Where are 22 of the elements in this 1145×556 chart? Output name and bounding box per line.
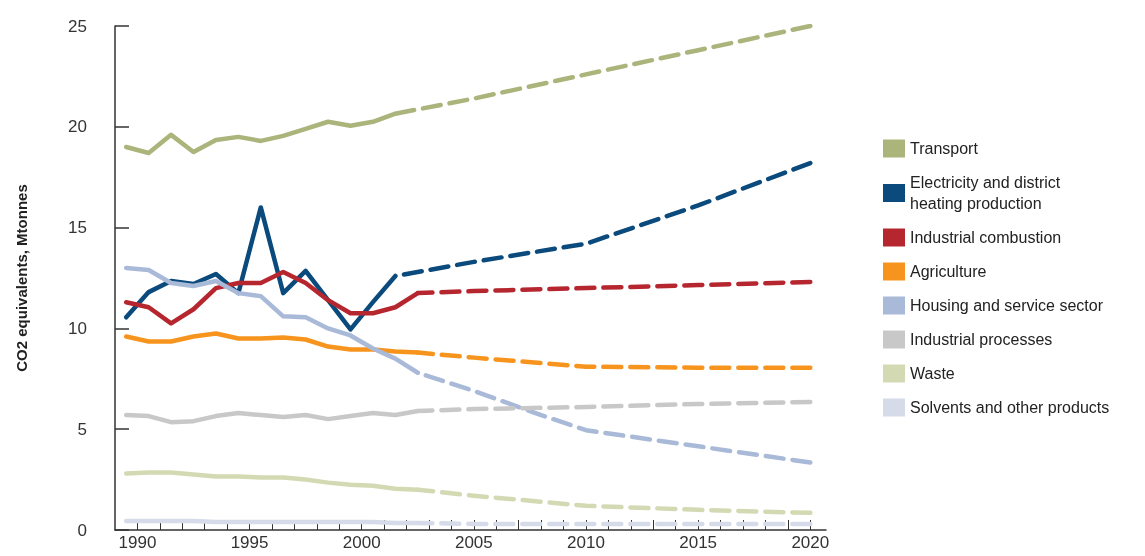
legend-label: Solvents and other products bbox=[910, 399, 1110, 416]
legend-label: Electricity and district heating production bbox=[910, 174, 1065, 212]
x-tick-label: 2010 bbox=[567, 533, 605, 552]
x-tick-label: 2020 bbox=[791, 533, 830, 552]
x-tick-label: 2005 bbox=[454, 533, 493, 552]
legend-label: Housing and service sector bbox=[910, 297, 1104, 314]
x-tick-label: 2015 bbox=[679, 533, 718, 552]
legend-label: Industrial combustion bbox=[910, 229, 1062, 246]
y-tick-label: 15 bbox=[68, 218, 87, 238]
y-tick-label: 25 bbox=[68, 16, 87, 36]
y-tick-label: 5 bbox=[77, 419, 87, 439]
legend-label: Industrial processes bbox=[910, 331, 1053, 348]
legend-label: Agriculture bbox=[910, 263, 987, 280]
y-tick-label: 0 bbox=[77, 520, 87, 540]
y-tick-label: 10 bbox=[68, 318, 87, 338]
legend-label: Waste bbox=[910, 365, 955, 382]
x-tick-label: 1990 bbox=[118, 533, 157, 552]
x-tick-label: 2000 bbox=[342, 533, 381, 552]
y-axis-title: CO2 equivalents, Mtonnes bbox=[13, 184, 30, 372]
x-tick-label: 1995 bbox=[230, 533, 269, 552]
y-tick-label: 20 bbox=[68, 117, 87, 137]
legend-label: Transport bbox=[910, 140, 979, 157]
